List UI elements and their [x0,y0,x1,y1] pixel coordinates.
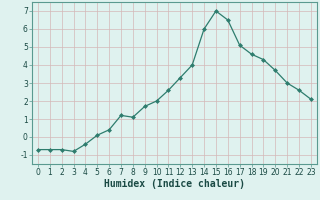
X-axis label: Humidex (Indice chaleur): Humidex (Indice chaleur) [104,179,245,189]
